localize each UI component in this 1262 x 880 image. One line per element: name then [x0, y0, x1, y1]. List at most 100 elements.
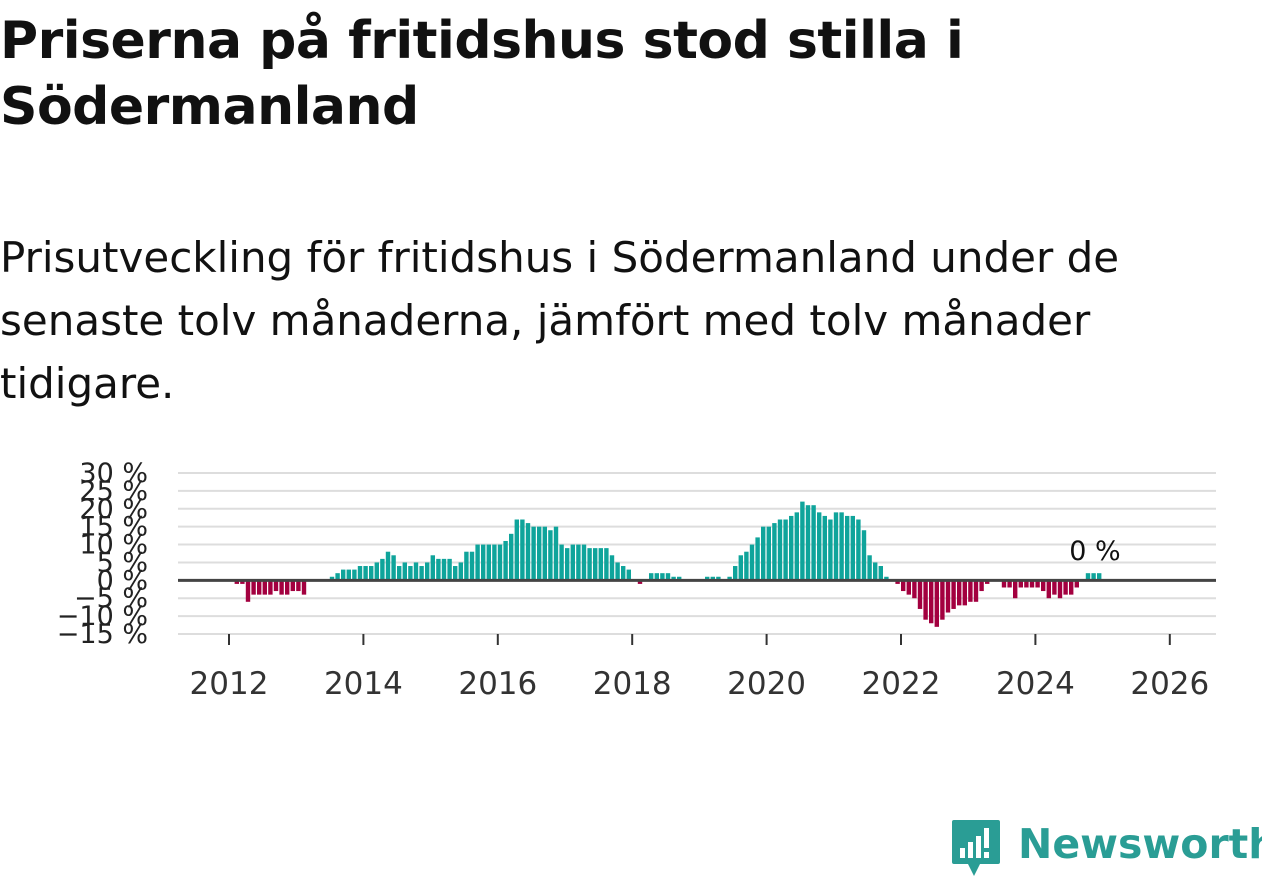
bar — [453, 566, 458, 581]
bar — [1029, 580, 1035, 588]
y-axis-labels: 30 %25 %20 %15 %10 %5 %0 %−5 %−10 %−15 % — [57, 458, 148, 650]
bar — [257, 580, 262, 595]
bar — [458, 562, 463, 581]
bar — [363, 566, 368, 581]
bar — [413, 562, 419, 581]
bar — [811, 505, 816, 581]
bar — [598, 548, 603, 581]
bar — [867, 555, 872, 581]
bar — [273, 580, 279, 592]
bar — [1046, 580, 1051, 599]
bar — [301, 580, 307, 595]
x-tick-label: 2024 — [996, 666, 1075, 702]
bar — [845, 515, 850, 581]
bar — [503, 540, 508, 581]
bar — [794, 512, 799, 581]
bar — [839, 512, 844, 581]
bar — [828, 519, 833, 581]
bar — [968, 580, 973, 602]
x-tick-label: 2016 — [458, 666, 537, 702]
bar — [755, 537, 760, 581]
bar — [1001, 580, 1007, 588]
bar — [402, 562, 407, 581]
bar — [1097, 573, 1102, 581]
x-tick-label: 2026 — [1130, 666, 1209, 702]
bar — [604, 548, 609, 581]
bar — [357, 566, 363, 581]
bar — [637, 580, 643, 584]
bar — [901, 580, 906, 592]
bar — [817, 512, 822, 581]
bar — [576, 544, 581, 581]
y-tick-label: 0 % — [97, 565, 148, 596]
bar — [1041, 580, 1046, 592]
y-tick-label: 20 % — [79, 494, 148, 525]
bar — [285, 580, 290, 595]
bar — [385, 551, 391, 581]
bar — [565, 548, 570, 581]
bar — [234, 580, 239, 584]
bar — [559, 544, 564, 581]
bar — [1018, 580, 1023, 588]
bar — [772, 523, 777, 581]
bar — [738, 555, 743, 581]
bar — [671, 576, 676, 581]
grid-lines — [178, 472, 1216, 635]
bar — [525, 523, 531, 581]
bar — [240, 580, 245, 584]
bar — [408, 566, 413, 581]
bar — [430, 555, 435, 581]
bar — [850, 515, 855, 581]
bar — [761, 526, 766, 581]
bar — [906, 580, 911, 595]
x-tick-label: 2014 — [324, 666, 403, 702]
bar — [369, 566, 374, 581]
bar — [962, 580, 967, 606]
y-tick-label: 15 % — [79, 512, 148, 543]
bar — [957, 580, 962, 606]
bar — [929, 580, 934, 624]
annotation: 0 % — [1069, 536, 1120, 567]
bar — [1057, 580, 1063, 599]
bar — [777, 519, 783, 581]
bar — [895, 580, 900, 584]
bar — [805, 505, 811, 581]
bar — [329, 576, 335, 581]
chart: 30 %25 %20 %15 %10 %5 %0 %−5 %−10 %−15 %… — [57, 458, 1216, 702]
bar — [520, 519, 525, 581]
bar — [861, 530, 867, 581]
y-tick-label: −15 % — [57, 619, 148, 650]
bars — [234, 501, 1102, 627]
bar — [497, 544, 503, 581]
bar — [447, 558, 452, 581]
bar — [531, 526, 536, 581]
bar — [973, 580, 979, 602]
bar — [419, 566, 424, 581]
x-tick-label: 2022 — [862, 666, 941, 702]
bar — [940, 580, 945, 620]
newsworthy-logo: Newsworthy — [950, 818, 1262, 880]
bar — [710, 576, 715, 581]
y-tick-label: −5 % — [74, 583, 148, 614]
bar — [1035, 580, 1040, 588]
bar — [660, 573, 665, 581]
bar — [425, 562, 430, 581]
bar — [341, 569, 346, 581]
bar — [654, 573, 659, 581]
bar — [335, 573, 340, 581]
bar — [917, 580, 923, 609]
bar — [649, 573, 654, 581]
bar — [509, 533, 514, 581]
bar — [290, 580, 295, 592]
bar — [570, 544, 575, 581]
bar — [352, 569, 357, 581]
bar — [245, 580, 251, 602]
latest-value-label: 0 % — [1069, 536, 1120, 567]
bar — [553, 526, 559, 581]
bar — [665, 573, 671, 581]
bar — [934, 580, 939, 627]
bar — [621, 566, 626, 581]
x-axis-labels: 2012 2014 2016 2018 2020 2022 2024 2026 — [178, 633, 1216, 702]
bar — [262, 580, 267, 595]
bar — [833, 512, 839, 581]
